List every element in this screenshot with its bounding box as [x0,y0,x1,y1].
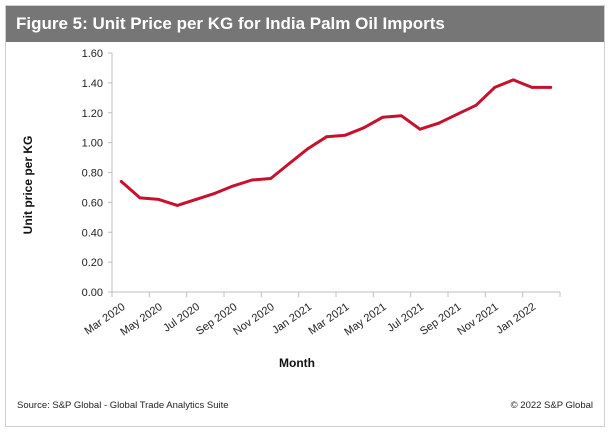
data-point [381,115,385,119]
data-point [194,197,198,201]
data-point [287,162,291,165]
data-point [119,180,123,183]
data-point [306,147,310,151]
data-point [325,135,329,139]
x-tick-label: Nov 2021 [455,301,500,338]
y-tick-label: 1.40 [82,78,103,90]
series-line [119,78,553,207]
x-tick-label: Nov 2020 [231,301,276,338]
data-point [455,112,459,116]
y-tick-label: 0.60 [82,197,103,209]
x-tick-label: May 2020 [118,301,164,339]
data-point [474,103,478,107]
data-point [362,126,366,130]
data-point [250,178,254,182]
y-tick-label: 0.20 [82,257,103,269]
x-axis-label: Month [279,356,315,370]
x-tick-label: Jan 2022 [494,301,538,337]
data-point [157,197,161,201]
x-tick-label: Jan 2021 [270,301,314,337]
data-point [511,78,515,82]
y-axis: 0.00 0.20 0.40 0.60 0.80 1.00 1.20 1.40 1.60 [82,48,113,299]
data-point [530,85,534,89]
data-point [269,177,273,180]
data-point [493,85,497,89]
data-point [175,203,179,207]
y-tick-label: 0.00 [82,287,103,299]
data-point [418,127,422,131]
data-point [437,121,441,125]
data-point [549,85,553,89]
y-tick-label: 0.40 [82,227,103,239]
y-axis-label: Unit price per KG [21,136,35,235]
y-tick-label: 1.20 [82,108,103,120]
data-point [213,192,217,195]
y-tick-label: 0.80 [82,168,103,180]
y-tick-label: 1.60 [82,48,103,60]
source-note: Source: S&P Global - Global Trade Analyt… [17,400,229,411]
x-tick-label: Sep 2020 [194,301,239,338]
copyright-note: © 2022 S&P Global [510,400,593,411]
title-bar: Figure 5: Unit Price per KG for India Pa… [6,6,604,42]
data-point [343,133,347,137]
chart-frame [5,5,605,427]
data-point [399,114,403,118]
data-point [231,184,235,188]
y-tick-label: 1.00 [82,138,103,150]
x-tick-label: Sep 2021 [418,301,463,338]
x-tick-label: May 2021 [342,301,388,339]
series-group [119,78,553,207]
data-point [138,196,142,200]
chart-title: Figure 5: Unit Price per KG for India Pa… [16,14,445,33]
